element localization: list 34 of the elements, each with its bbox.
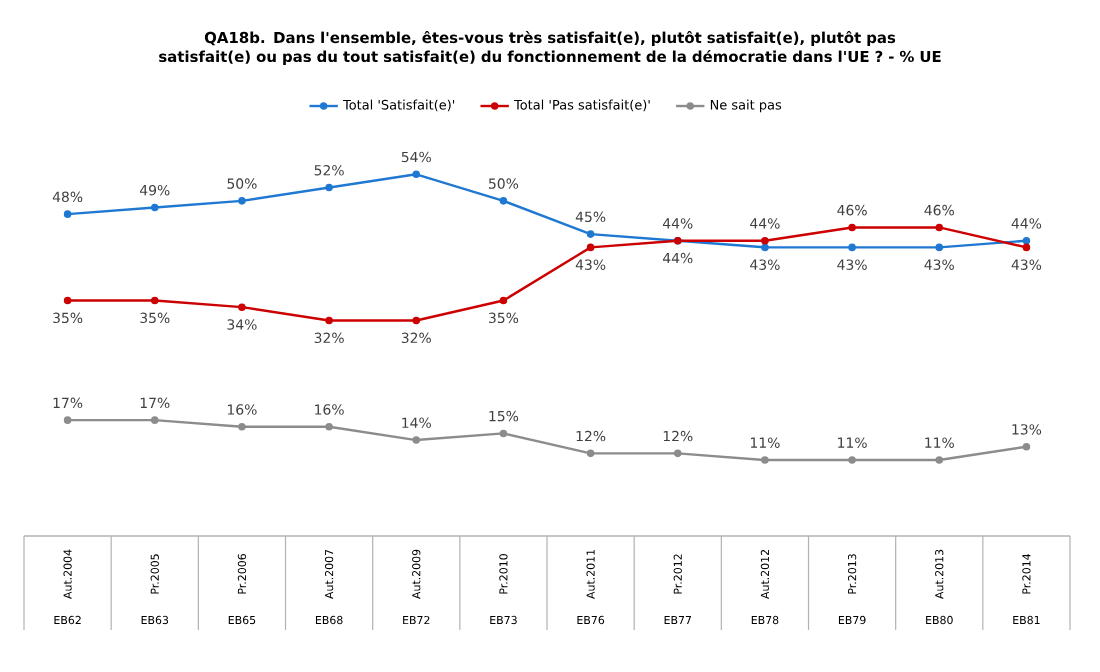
point xyxy=(673,449,682,458)
point xyxy=(412,170,421,179)
point xyxy=(63,296,72,305)
point xyxy=(761,243,769,252)
point xyxy=(499,296,508,305)
point xyxy=(935,456,944,464)
point xyxy=(63,416,72,424)
point xyxy=(1022,442,1031,451)
point xyxy=(935,223,944,232)
point xyxy=(1022,236,1031,245)
point xyxy=(412,436,421,444)
point xyxy=(63,210,72,218)
point xyxy=(586,230,595,238)
point xyxy=(761,456,769,464)
point xyxy=(238,303,246,311)
point xyxy=(761,236,769,245)
point xyxy=(238,197,246,205)
point xyxy=(586,243,595,252)
point xyxy=(325,422,333,431)
point xyxy=(848,223,856,232)
point xyxy=(586,449,595,458)
point xyxy=(848,456,856,464)
point xyxy=(325,316,333,325)
point xyxy=(150,203,159,212)
point xyxy=(325,183,333,192)
point xyxy=(1022,243,1031,252)
point xyxy=(499,429,508,438)
point xyxy=(150,296,159,305)
point xyxy=(848,243,856,252)
point xyxy=(150,416,159,424)
point xyxy=(499,197,508,205)
point xyxy=(412,316,421,325)
point xyxy=(238,422,246,431)
point xyxy=(935,243,944,252)
